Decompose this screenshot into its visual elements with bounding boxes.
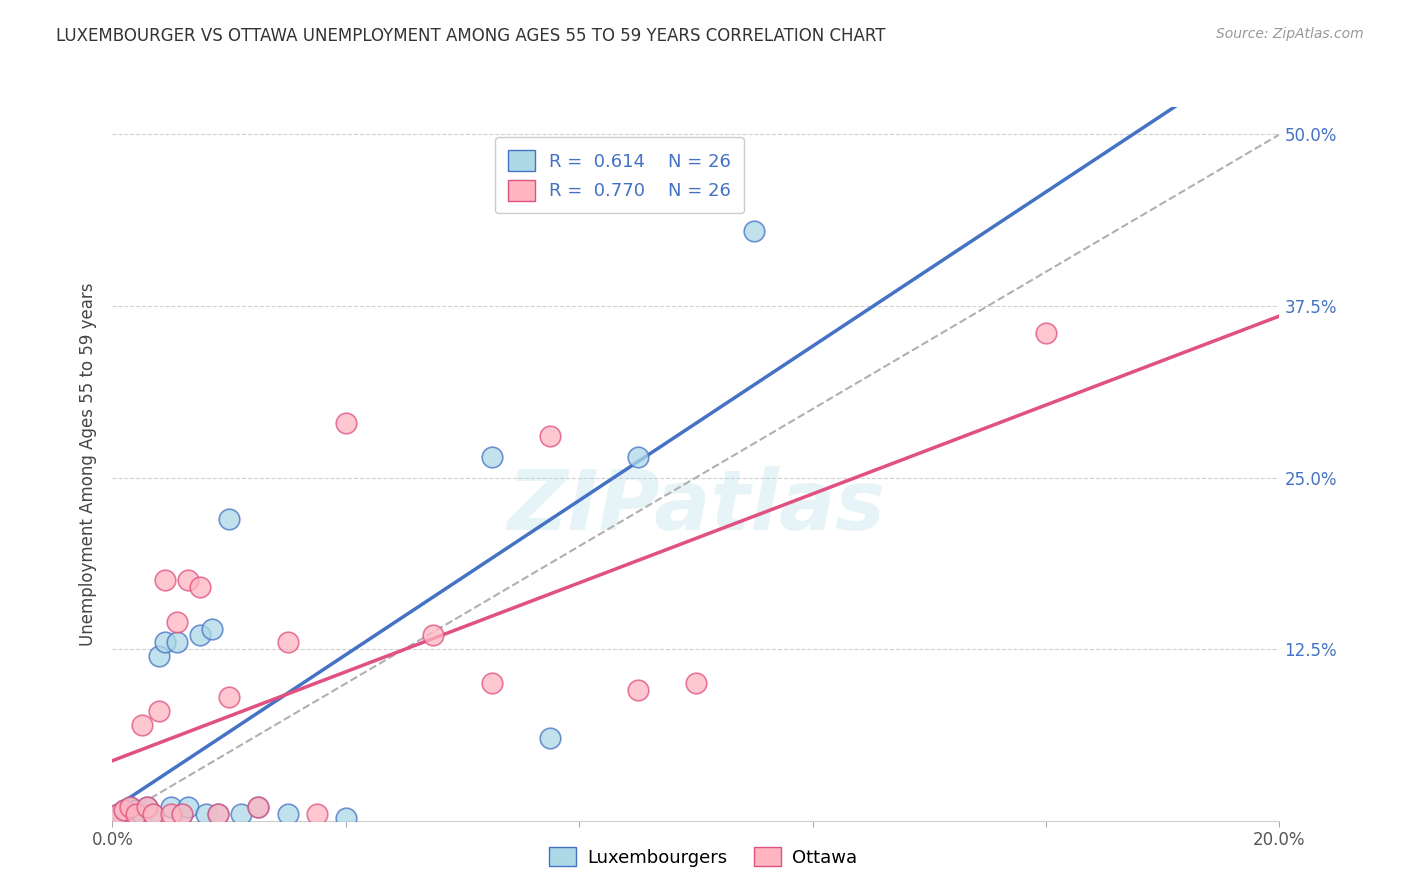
Point <box>177 800 200 814</box>
Point <box>207 806 229 821</box>
Point <box>142 806 165 821</box>
Point <box>153 635 176 649</box>
Point <box>626 450 648 464</box>
Point <box>107 806 129 821</box>
Point <box>172 806 194 821</box>
Point <box>172 806 194 821</box>
Point <box>148 648 170 663</box>
Point <box>131 806 153 821</box>
Legend: Luxembourgers, Ottawa: Luxembourgers, Ottawa <box>541 840 865 874</box>
Point <box>160 800 183 814</box>
Point <box>153 574 176 588</box>
Point <box>136 800 159 814</box>
Point <box>481 450 503 464</box>
Y-axis label: Unemployment Among Ages 55 to 59 years: Unemployment Among Ages 55 to 59 years <box>79 282 97 646</box>
Point <box>742 223 765 237</box>
Point <box>194 806 217 821</box>
Point <box>247 800 270 814</box>
Point <box>247 800 270 814</box>
Point <box>118 800 141 814</box>
Point <box>160 806 183 821</box>
Point <box>1035 326 1057 341</box>
Text: Source: ZipAtlas.com: Source: ZipAtlas.com <box>1216 27 1364 41</box>
Point <box>481 676 503 690</box>
Point <box>131 717 153 731</box>
Point <box>112 803 135 817</box>
Point <box>201 622 224 636</box>
Point <box>112 803 135 817</box>
Text: LUXEMBOURGER VS OTTAWA UNEMPLOYMENT AMONG AGES 55 TO 59 YEARS CORRELATION CHART: LUXEMBOURGER VS OTTAWA UNEMPLOYMENT AMON… <box>56 27 886 45</box>
Point <box>229 806 252 821</box>
Point <box>335 811 357 825</box>
Point <box>118 800 141 814</box>
Point <box>177 574 200 588</box>
Point <box>218 690 240 705</box>
Point <box>188 580 211 594</box>
Point <box>166 615 188 629</box>
Point <box>136 800 159 814</box>
Point <box>166 635 188 649</box>
Point <box>305 806 328 821</box>
Point <box>142 806 165 821</box>
Point <box>188 628 211 642</box>
Point <box>148 704 170 718</box>
Point <box>538 731 561 746</box>
Legend: R =  0.614    N = 26, R =  0.770    N = 26: R = 0.614 N = 26, R = 0.770 N = 26 <box>495 137 744 213</box>
Point <box>107 806 129 821</box>
Point <box>218 512 240 526</box>
Point <box>685 676 707 690</box>
Point <box>422 628 444 642</box>
Text: ZIPatlas: ZIPatlas <box>508 467 884 547</box>
Point <box>125 806 148 821</box>
Point <box>538 429 561 443</box>
Point <box>276 806 298 821</box>
Point <box>276 635 298 649</box>
Point <box>125 803 148 817</box>
Point <box>335 416 357 430</box>
Point <box>626 683 648 698</box>
Point <box>207 806 229 821</box>
